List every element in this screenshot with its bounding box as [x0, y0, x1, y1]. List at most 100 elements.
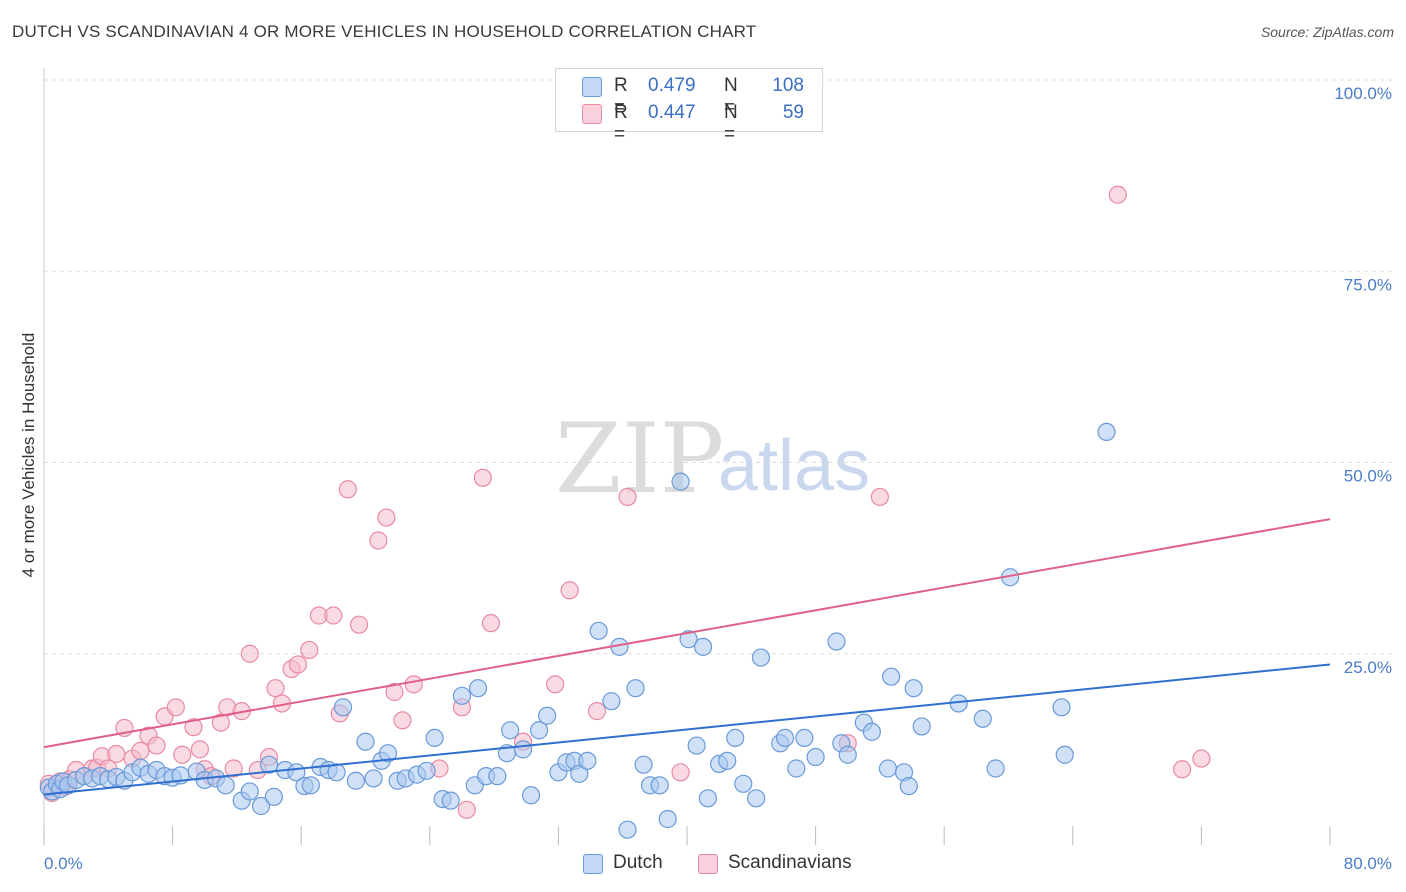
dutch-point [795, 728, 814, 748]
dutch-point [878, 759, 898, 778]
scandinavians-n-value: 59 [782, 102, 804, 123]
dutch-point [671, 472, 690, 491]
y-tick-label: 75.0% [1344, 275, 1392, 294]
scandinavians-legend-swatch [698, 854, 718, 874]
scandinavians-point [377, 508, 396, 527]
dutch-point [751, 648, 771, 667]
dutch-point [1055, 745, 1074, 764]
dutch-point [679, 630, 698, 649]
scandinavians-point [107, 744, 126, 764]
dutch-point [986, 759, 1005, 778]
dutch-point [251, 796, 271, 816]
scandinavians-point [481, 614, 500, 633]
dutch-point [488, 767, 507, 786]
dutch-point [259, 755, 279, 774]
axes [43, 68, 1331, 845]
y-tick-label: 100.0% [1334, 84, 1392, 103]
dutch-legend-label: Dutch [613, 852, 663, 873]
scandinavians-point [184, 718, 203, 737]
dutch-point [264, 787, 283, 806]
dutch-swatch [582, 77, 602, 97]
dutch-point [1052, 698, 1071, 717]
scandinavians-point [546, 675, 565, 694]
dutch-point [301, 776, 320, 795]
scandinavians-point [173, 745, 192, 764]
chart-title: DUTCH VS SCANDINAVIAN 4 OR MORE VEHICLES… [12, 22, 757, 41]
dutch-point [441, 791, 460, 810]
dutch-point [838, 745, 857, 764]
watermark-zip: ZIP [555, 403, 724, 515]
dutch-point [650, 776, 669, 795]
scandinavians-point [587, 702, 607, 721]
dutch-point [862, 722, 881, 741]
scandinavians-point [288, 655, 308, 674]
y-tick-label: 50.0% [1344, 467, 1392, 486]
scandinavians-point [385, 682, 404, 702]
source-label: Source: ZipAtlas.com [1260, 24, 1394, 40]
watermark: ZIP atlas [555, 403, 870, 515]
scandinavians-point [324, 606, 343, 625]
dutch-point [698, 789, 717, 808]
scandinavians-r-label: R = [614, 102, 628, 145]
scandinavians-point [1192, 749, 1211, 768]
scandinavians-legend-label: Scandinavians [728, 852, 852, 873]
x-tick-label-min: 0.0% [44, 854, 83, 873]
scandinavians-point [349, 615, 369, 634]
dutch-point [417, 761, 436, 780]
dutch-point [734, 774, 753, 793]
scandinavians-point [457, 800, 476, 819]
dutch-point [882, 667, 901, 686]
scandinavians-point [211, 713, 230, 732]
dutch-point [570, 764, 589, 783]
watermark-atlas: atlas [718, 426, 870, 506]
scandinavians-point [870, 487, 890, 507]
dutch-point [626, 679, 645, 698]
scandinavians-trend-line [43, 518, 1331, 749]
scandinavians-point [671, 763, 690, 782]
scandinavians-point [1173, 760, 1192, 779]
x-tick-label-max: 80.0% [1344, 854, 1392, 873]
dutch-point [425, 728, 444, 748]
dutch-point [378, 744, 398, 763]
dutch-point [806, 747, 825, 767]
dutch-point [513, 740, 533, 759]
scandinavians-point [266, 679, 285, 698]
dutch-point [346, 771, 365, 790]
scandinavians-n-label: N = [724, 102, 738, 145]
scandinavians-point [473, 468, 492, 487]
scandinavians-point [224, 759, 243, 778]
dutch-point [687, 736, 706, 755]
scandinavians-point [1108, 185, 1127, 204]
dutch-point [521, 786, 541, 805]
grid-lines [44, 79, 1392, 655]
scandinavians-point [369, 531, 388, 550]
dutch-point [1097, 422, 1116, 441]
dutch-point [726, 728, 745, 748]
dutch-trend-line [43, 663, 1331, 796]
scandinavians-point [338, 480, 357, 499]
scandinavians-point [618, 487, 637, 507]
dutch-r-value: 0.479 [648, 75, 696, 96]
dutch-point [333, 698, 353, 717]
scandinavians-point [166, 698, 185, 717]
dutch-point [904, 679, 923, 698]
dutch-point [364, 769, 383, 788]
dutch-n-value: 108 [772, 75, 804, 96]
scandinavians-points [39, 185, 1211, 819]
dutch-point [578, 751, 597, 770]
scandinavians-point [300, 640, 319, 660]
dutch-point [718, 751, 737, 770]
scandinavians-r-value: 0.447 [648, 102, 696, 123]
dutch-point [216, 776, 235, 795]
dutch-r-label: R = [614, 75, 628, 118]
dutch-point [973, 709, 992, 728]
dutch-point [538, 706, 557, 725]
tick-labels: 25.0% 50.0% 75.0% 100.0% 0.0% 80.0% [44, 84, 1392, 873]
scandinavians-point [131, 741, 150, 761]
dutch-point [356, 732, 375, 751]
dutch-point [501, 721, 520, 740]
scandinavians-point [393, 711, 412, 730]
dutch-point [775, 728, 795, 748]
dutch-point [530, 721, 549, 740]
